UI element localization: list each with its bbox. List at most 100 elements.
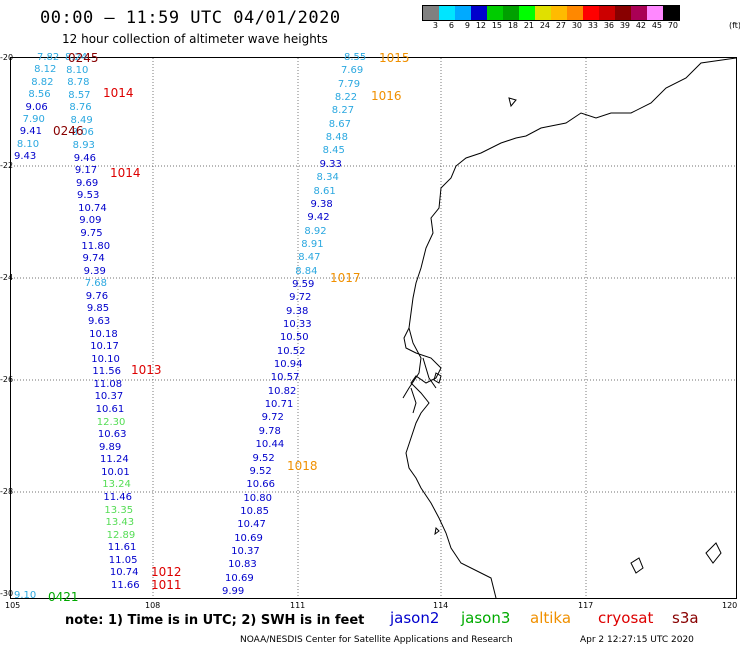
wave-obs: 9.85 <box>86 303 110 315</box>
wave-obs: 10.33 <box>283 319 312 330</box>
wave-obs: 10.83 <box>228 559 257 571</box>
wave-obs: 10.74 <box>109 567 139 579</box>
wave-obs: 11.61 <box>107 542 137 554</box>
wave-obs: 8.45 <box>322 145 345 157</box>
wave-obs: 10.80 <box>243 492 272 504</box>
legend-swatch <box>615 6 631 20</box>
wave-obs: 10.82 <box>267 385 297 397</box>
legend-label: 18 <box>507 21 518 30</box>
wave-obs: 11.80 <box>81 240 111 252</box>
coastline-map <box>11 58 736 598</box>
lat-label: -26 <box>0 375 14 384</box>
legend-labels: 3 6 9 12 15 18 21 24 27 30 33 36 39 42 45 70 <box>422 21 680 30</box>
map-frame <box>10 57 737 599</box>
footer-note: note: 1) Time is in UTC; 2) SWH is in fe… <box>65 613 365 628</box>
legend-unit: (ft) <box>729 21 740 30</box>
legend-swatch <box>551 6 567 20</box>
island-4 <box>705 542 722 564</box>
wave-obs: 10.17 <box>90 341 119 353</box>
chart-subtitle: 12 hour collection of altimeter wave hei… <box>62 32 328 46</box>
island-5 <box>434 526 440 536</box>
legend-swatch <box>519 6 535 20</box>
graticule <box>11 58 736 598</box>
wave-obs: 9.10 <box>14 590 37 601</box>
wave-obs: 9.76 <box>85 290 109 302</box>
lat-label: -20 <box>0 53 14 62</box>
wave-obs: 9.09 <box>79 215 102 227</box>
legend-label: 30 <box>571 21 582 30</box>
wave-obs: 10.44 <box>255 439 285 451</box>
wave-obs: 8.10 <box>66 64 89 76</box>
wave-obs: 9.99 <box>222 586 245 597</box>
wave-obs: 10.66 <box>246 479 276 491</box>
lat-label: -22 <box>0 161 14 170</box>
lat-label: -28 <box>0 487 14 496</box>
credit-line: NOAA/NESDIS Center for Satellite Applica… <box>240 635 513 645</box>
wave-obs: 11.66 <box>111 580 140 591</box>
wave-obs: 9.43 <box>14 151 37 162</box>
wave-obs: 9.17 <box>74 165 98 177</box>
wave-obs: 10.61 <box>95 404 125 415</box>
wave-obs: 8.06 <box>71 127 94 139</box>
wave-obs: 8.57 <box>68 89 91 101</box>
legend-label: 3 <box>432 21 438 30</box>
wave-obs: 9.38 <box>310 198 333 210</box>
sat-label-cryosat: cryosat <box>598 609 654 627</box>
wave-obs: 12.89 <box>106 529 136 541</box>
wave-obs: 10.47 <box>237 519 266 531</box>
island-1 <box>508 97 517 108</box>
wave-obs: 9.42 <box>307 212 330 224</box>
wave-obs: 11.08 <box>93 378 123 390</box>
wave-obs: 9.53 <box>77 190 100 202</box>
wave-obs: 10.57 <box>270 372 300 384</box>
wave-obs: 10.85 <box>240 505 269 517</box>
time-tag: 1018 <box>287 459 318 473</box>
time-tag: 1016 <box>371 89 402 103</box>
lat-label: -24 <box>0 273 14 282</box>
wave-obs: 9.69 <box>75 177 99 189</box>
wave-obs: 9.63 <box>88 316 111 327</box>
time-tag: 0245 <box>68 51 99 65</box>
wave-obs: 12.30 <box>96 416 126 428</box>
wave-obs: 7.68 <box>84 278 107 290</box>
wave-obs: 8.10 <box>16 138 40 150</box>
legend-label: 33 <box>587 21 598 30</box>
wave-obs: 9.39 <box>83 265 106 277</box>
wave-obs: 13.43 <box>105 517 135 529</box>
wave-obs: 10.69 <box>234 532 263 544</box>
legend-label: 45 <box>651 21 662 30</box>
legend-label: 9 <box>464 21 470 30</box>
wave-obs: 9.78 <box>258 425 281 437</box>
wave-obs: 8.91 <box>301 238 324 250</box>
chart-title: 00:00 – 11:59 UTC 04/01/2020 <box>40 8 341 28</box>
shark-bay <box>402 327 437 414</box>
wave-obs: 9.41 <box>19 126 43 138</box>
legend-label: 21 <box>523 21 534 30</box>
wave-obs: 10.94 <box>273 359 303 371</box>
wave-obs: 9.89 <box>98 441 122 453</box>
wave-obs: 8.34 <box>316 172 339 184</box>
legend-label: 12 <box>475 21 486 30</box>
wave-obs: 7.90 <box>22 113 45 125</box>
wave-obs: 8.27 <box>331 105 355 117</box>
wave-obs: 9.72 <box>261 412 284 424</box>
wave-obs: 11.56 <box>92 366 122 378</box>
wave-obs: 10.50 <box>279 332 309 344</box>
time-tag: 1015 <box>379 51 410 65</box>
wave-obs: 9.38 <box>286 305 309 317</box>
time-tag: 1017 <box>330 271 361 285</box>
wave-obs: 13.24 <box>102 479 131 491</box>
time-tag: 1012 <box>151 565 182 579</box>
wave-obs: 9.33 <box>319 158 342 170</box>
legend-swatch <box>599 6 615 20</box>
time-tag: 1014 <box>103 86 134 100</box>
legend-label: 15 <box>491 21 502 30</box>
wave-obs: 9.72 <box>289 292 312 304</box>
island-3 <box>630 557 644 574</box>
wave-obs: 8.22 <box>334 92 358 104</box>
time-tag: 1011 <box>151 578 182 592</box>
wave-obs: 8.82 <box>31 76 54 88</box>
legend-label: 27 <box>555 21 566 30</box>
wave-obs: 8.12 <box>34 64 57 76</box>
legend-swatch <box>471 6 487 20</box>
